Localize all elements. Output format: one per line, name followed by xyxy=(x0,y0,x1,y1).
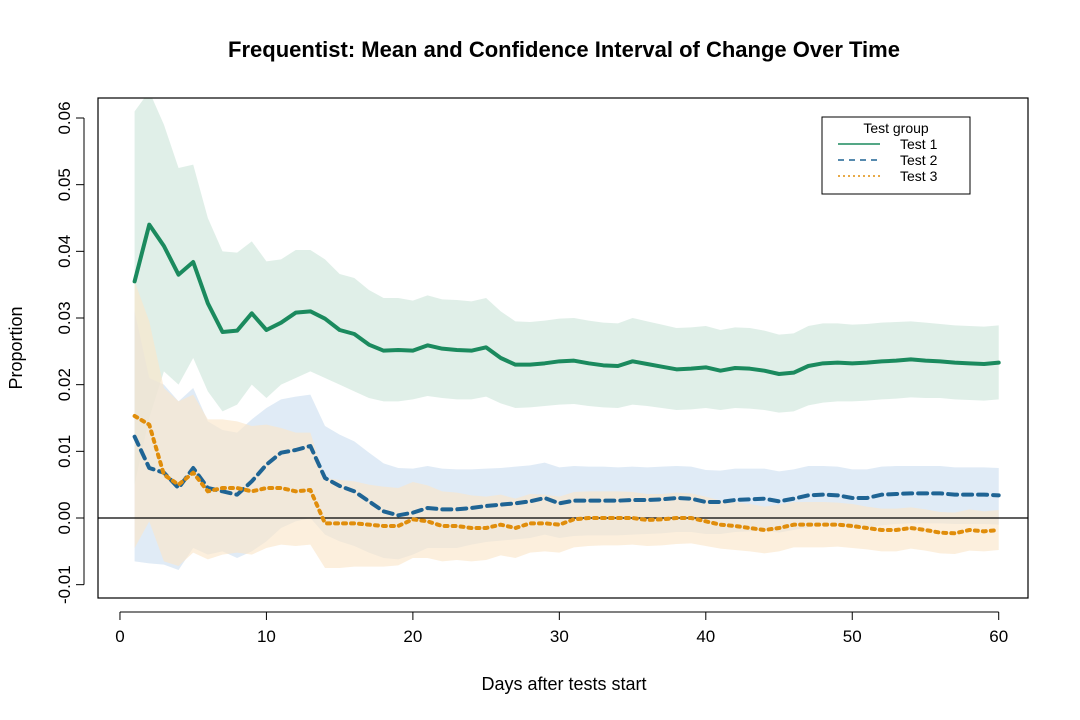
plot-frame xyxy=(97,97,1029,599)
series-line-2 xyxy=(132,434,1001,518)
y-tick-label: -0.01 xyxy=(55,565,74,604)
y-tick-label: 0.01 xyxy=(55,435,74,468)
y-tick-label: 0.05 xyxy=(55,168,74,201)
y-tick-label: 0.06 xyxy=(55,101,74,134)
x-tick-label: 20 xyxy=(403,627,422,646)
x-tick-label: 10 xyxy=(257,627,276,646)
legend-title: Test group xyxy=(863,120,929,136)
legend-box xyxy=(821,116,971,195)
y-tick-label: 0.02 xyxy=(55,368,74,401)
y-tick-label: 0.03 xyxy=(55,301,74,334)
series-line-1 xyxy=(132,222,1001,376)
x-axis: 0 10 20 30 40 50 60 xyxy=(115,611,1008,646)
y-tick-label: 0.04 xyxy=(55,235,74,268)
confidence-band-3 xyxy=(134,281,999,568)
y-tick-label: 0.00 xyxy=(55,501,74,534)
legend-label-1: Test 1 xyxy=(900,136,938,152)
x-tick-label: 40 xyxy=(696,627,715,646)
y-axis-label: Proportion xyxy=(6,306,26,389)
confidence-band-1 xyxy=(134,98,999,485)
legend-label-2: Test 2 xyxy=(900,152,938,168)
x-axis-label: Days after tests start xyxy=(481,674,646,694)
x-tick-label: 50 xyxy=(843,627,862,646)
legend-label-3: Test 3 xyxy=(900,168,938,184)
series-lines xyxy=(132,222,1001,536)
y-axis: -0.01 0.00 0.01 0.02 0.03 0.04 0.05 0.06 xyxy=(55,101,85,604)
chart-title: Frequentist: Mean and Confidence Interva… xyxy=(228,37,900,62)
x-tick-label: 60 xyxy=(989,627,1008,646)
series-line-3 xyxy=(132,414,1001,536)
x-tick-label: 0 xyxy=(115,627,124,646)
x-tick-label: 30 xyxy=(550,627,569,646)
confidence-bands xyxy=(134,98,999,570)
